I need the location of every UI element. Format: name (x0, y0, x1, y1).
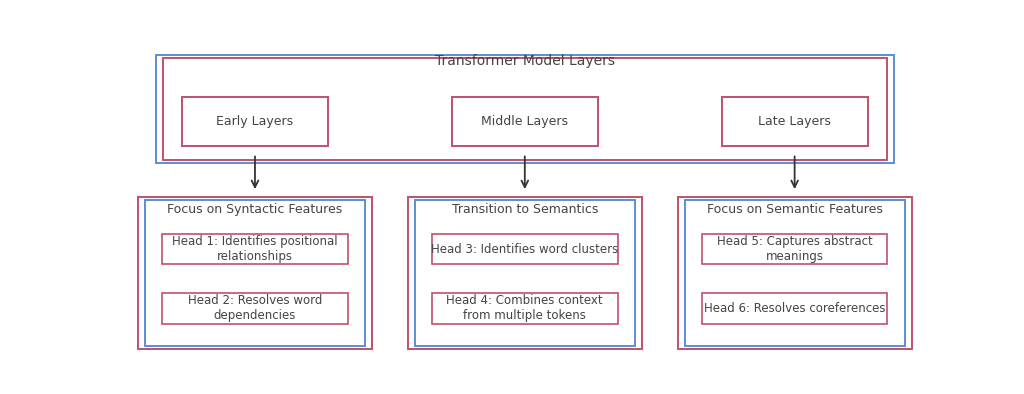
FancyBboxPatch shape (432, 234, 617, 264)
FancyBboxPatch shape (452, 97, 598, 146)
Text: Transformer Model Layers: Transformer Model Layers (435, 54, 614, 68)
Text: Early Layers: Early Layers (216, 115, 294, 128)
FancyBboxPatch shape (445, 95, 604, 148)
FancyBboxPatch shape (678, 197, 911, 349)
FancyBboxPatch shape (426, 232, 624, 266)
FancyBboxPatch shape (163, 58, 887, 160)
FancyBboxPatch shape (685, 200, 904, 346)
FancyBboxPatch shape (162, 234, 348, 264)
Text: Late Layers: Late Layers (758, 115, 831, 128)
FancyBboxPatch shape (701, 234, 888, 264)
FancyBboxPatch shape (162, 293, 348, 323)
FancyBboxPatch shape (701, 293, 888, 323)
FancyBboxPatch shape (696, 232, 893, 266)
Text: Focus on Syntactic Features: Focus on Syntactic Features (167, 203, 343, 216)
Text: Middle Layers: Middle Layers (481, 115, 568, 128)
Text: Head 2: Resolves word
dependencies: Head 2: Resolves word dependencies (187, 294, 323, 322)
FancyBboxPatch shape (415, 200, 635, 346)
FancyBboxPatch shape (432, 293, 617, 323)
FancyBboxPatch shape (157, 232, 353, 266)
Text: Transition to Semantics: Transition to Semantics (452, 203, 598, 216)
FancyBboxPatch shape (176, 95, 334, 148)
FancyBboxPatch shape (722, 97, 867, 146)
Text: Head 3: Identifies word clusters: Head 3: Identifies word clusters (431, 243, 618, 256)
FancyBboxPatch shape (715, 95, 873, 148)
Text: Head 1: Identifies positional
relationships: Head 1: Identifies positional relationsh… (172, 235, 338, 263)
FancyBboxPatch shape (696, 291, 893, 325)
FancyBboxPatch shape (156, 55, 894, 163)
FancyBboxPatch shape (138, 197, 372, 349)
Text: Head 6: Resolves coreferences: Head 6: Resolves coreferences (703, 302, 886, 315)
Text: Head 4: Combines context
from multiple tokens: Head 4: Combines context from multiple t… (446, 294, 603, 322)
FancyBboxPatch shape (145, 200, 365, 346)
FancyBboxPatch shape (182, 97, 328, 146)
FancyBboxPatch shape (426, 291, 624, 325)
Text: Focus on Semantic Features: Focus on Semantic Features (707, 203, 883, 216)
Text: Head 5: Captures abstract
meanings: Head 5: Captures abstract meanings (717, 235, 872, 263)
FancyBboxPatch shape (157, 291, 353, 325)
FancyBboxPatch shape (408, 197, 642, 349)
